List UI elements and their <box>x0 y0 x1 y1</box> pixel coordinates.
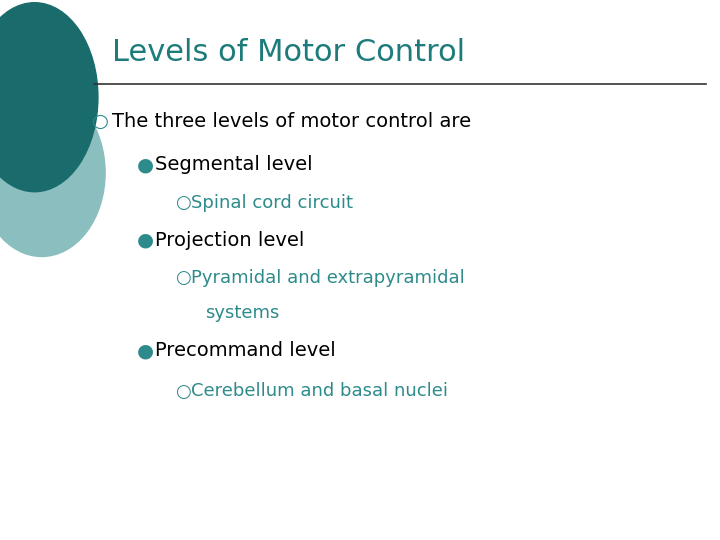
Text: ○: ○ <box>92 112 109 131</box>
Text: ●: ● <box>137 231 154 250</box>
Text: ●: ● <box>137 155 154 174</box>
Text: The three levels of motor control are: The three levels of motor control are <box>112 112 471 131</box>
Text: Projection level: Projection level <box>155 231 304 250</box>
Text: Cerebellum and basal nuclei: Cerebellum and basal nuclei <box>191 382 448 401</box>
Text: ●: ● <box>137 341 154 361</box>
Text: Pyramidal and extrapyramidal: Pyramidal and extrapyramidal <box>191 269 464 287</box>
Text: ○: ○ <box>175 193 191 212</box>
Text: Segmental level: Segmental level <box>155 155 312 174</box>
Text: Precommand level: Precommand level <box>155 341 336 361</box>
Ellipse shape <box>0 3 98 192</box>
Text: Levels of Motor Control: Levels of Motor Control <box>112 38 464 67</box>
Text: systems: systems <box>205 304 279 322</box>
Text: ○: ○ <box>175 269 191 287</box>
Ellipse shape <box>0 89 105 256</box>
Text: ○: ○ <box>175 382 191 401</box>
Text: Spinal cord circuit: Spinal cord circuit <box>191 193 353 212</box>
